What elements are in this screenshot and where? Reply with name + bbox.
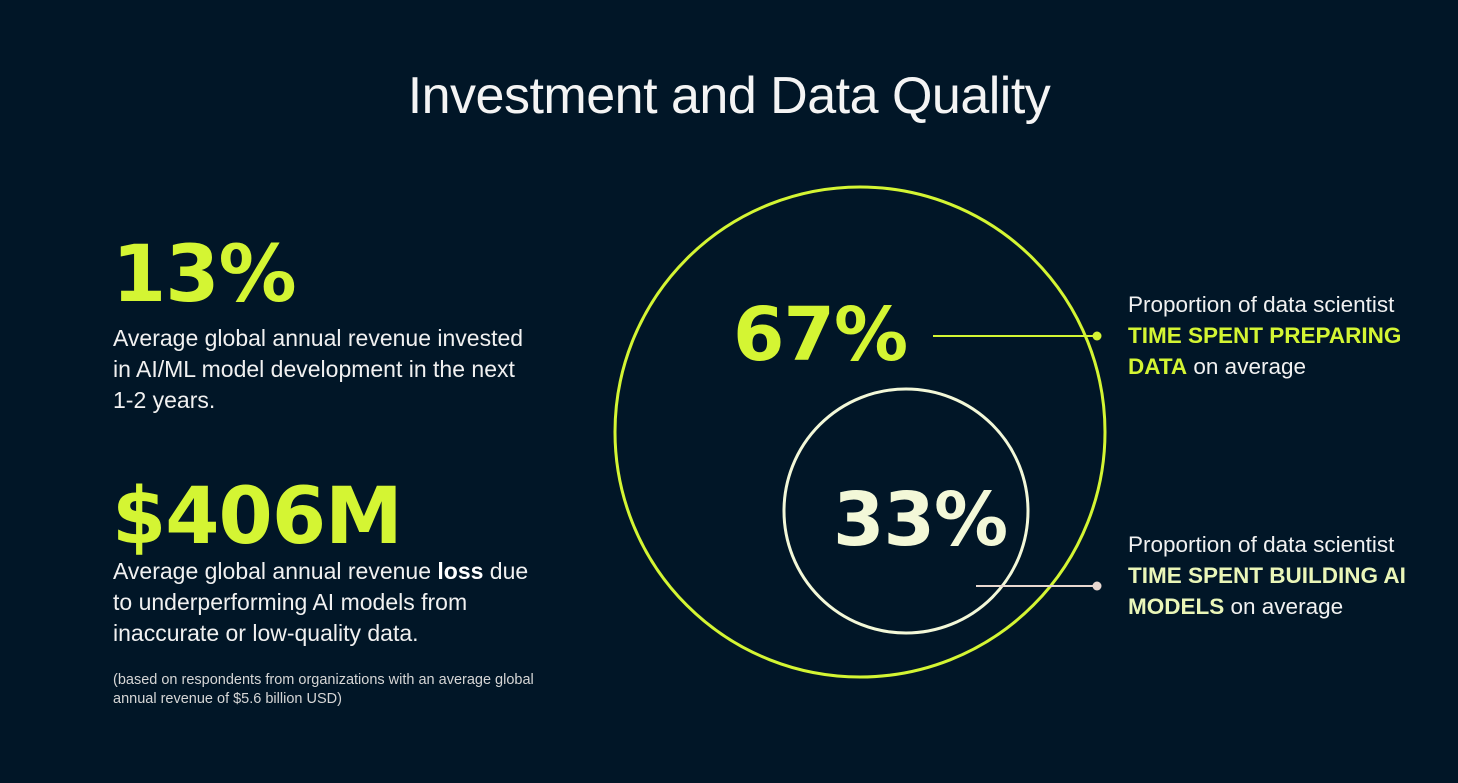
- inner-circle: [782, 387, 1030, 635]
- stat-revenue-loss-description: Average global annual revenue loss due t…: [113, 556, 543, 649]
- outer-circle: [613, 185, 1107, 679]
- outer-callout-text: Proportion of data scientist TIME SPENT …: [1128, 289, 1428, 382]
- inner-callout-highlight: TIME SPENT BUILDING AI MODELS: [1128, 563, 1406, 619]
- outer-callout-after: on average: [1187, 354, 1306, 379]
- stat-revenue-loss: $406M: [112, 472, 403, 562]
- loss-desc-before: Average global annual revenue: [113, 558, 438, 584]
- inner-circle-percent: 33%: [833, 477, 1008, 563]
- outer-circle-percent: 67%: [733, 292, 908, 378]
- inner-callout-dot: [1092, 581, 1102, 591]
- loss-desc-strong: loss: [437, 558, 484, 584]
- inner-callout-before: Proportion of data scientist: [1128, 532, 1395, 557]
- footnote: (based on respondents from organizations…: [113, 672, 534, 707]
- stat-revenue-invested: 13%: [112, 230, 297, 320]
- stat-revenue-invested-description: Average global annual revenue invested i…: [113, 325, 524, 413]
- inner-callout-after: on average: [1224, 594, 1344, 619]
- outer-callout-highlight: TIME SPENT PREPARING DATA: [1128, 323, 1402, 379]
- loss-desc-after: due to underperforming AI models from in…: [113, 558, 529, 646]
- inner-callout-text: Proportion of data scientist TIME SPENT …: [1128, 529, 1428, 622]
- outer-callout-dot: [1092, 331, 1102, 341]
- outer-callout-before: Proportion of data scientist: [1128, 292, 1395, 317]
- page-title: Investment and Data Quality: [407, 67, 1051, 125]
